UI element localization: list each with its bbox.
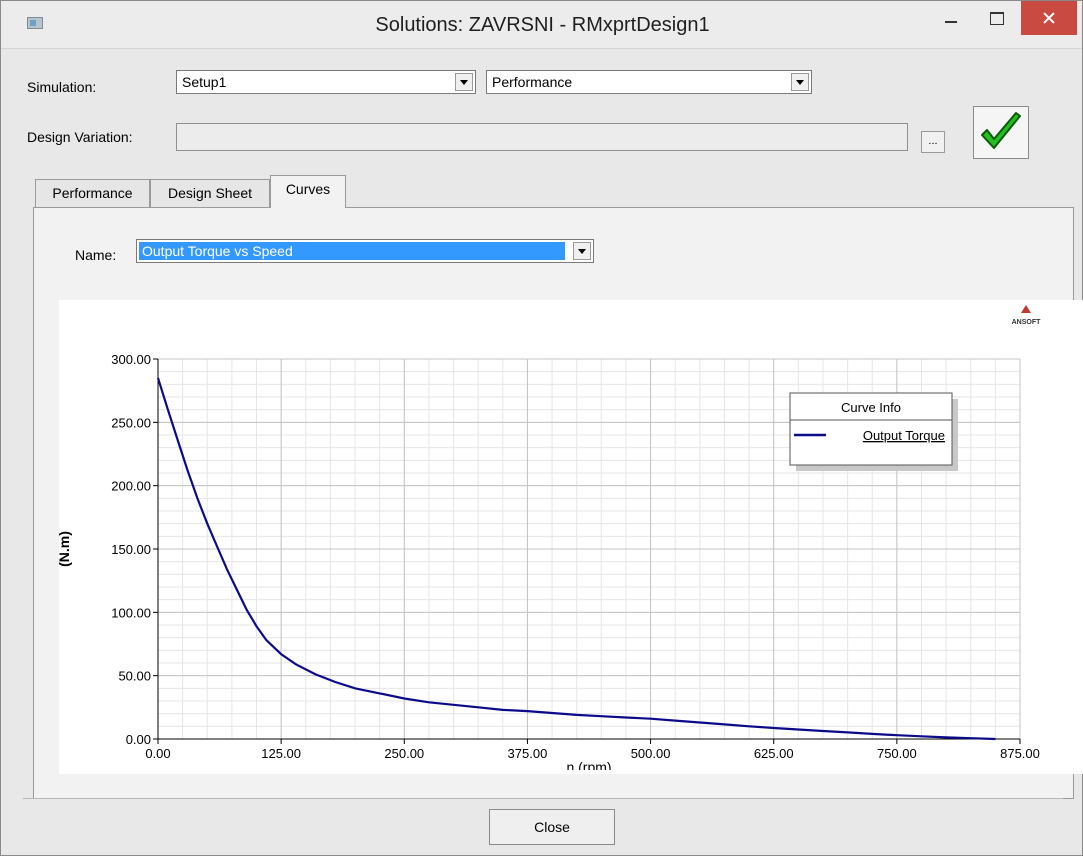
y-tick-label: 300.00 — [111, 352, 151, 367]
tab-curves[interactable]: Curves — [270, 175, 346, 208]
curve-name-label: Name: — [75, 247, 116, 263]
x-tick-label: 875.00 — [1000, 746, 1040, 761]
footer-divider — [23, 798, 1063, 799]
y-tick-label: 200.00 — [111, 479, 151, 494]
close-button[interactable]: Close — [489, 809, 615, 845]
y-tick-label: 0.00 — [126, 732, 151, 747]
y-tick-label: 150.00 — [111, 542, 151, 557]
tab-design-sheet[interactable]: Design Sheet — [150, 179, 270, 207]
apply-button[interactable] — [973, 106, 1029, 159]
x-tick-label: 250.00 — [384, 746, 424, 761]
chevron-down-icon[interactable] — [791, 73, 809, 91]
torque-speed-chart: 0.00 125.00 250.00 375.00 500.00 625.00 750.00… — [59, 300, 1079, 770]
ansoft-logo-icon — [1021, 305, 1031, 313]
x-tick-label: 750.00 — [877, 746, 917, 761]
y-tick-label: 50.00 — [118, 669, 151, 684]
simulation-label: Simulation: — [27, 79, 96, 95]
ansoft-logo-text: ANSOFT — [1012, 319, 1042, 326]
legend-entry: Output Torque — [863, 428, 945, 443]
curve-name-select-value: Output Torque vs Speed — [139, 242, 565, 260]
design-variation-browse-button[interactable]: ... — [921, 131, 945, 153]
tab-performance[interactable]: Performance — [35, 179, 150, 207]
x-axis-label: n (rpm) — [566, 759, 611, 770]
y-axis-label: (N.m) — [59, 531, 72, 567]
x-tick-label: 625.00 — [754, 746, 794, 761]
legend-title: Curve Info — [841, 400, 901, 415]
design-variation-label: Design Variation: — [27, 129, 133, 145]
x-tick-label: 0.00 — [145, 746, 170, 761]
y-tick-label: 100.00 — [111, 605, 151, 620]
y-tick-label: 250.00 — [111, 415, 151, 430]
design-variation-field — [176, 123, 908, 151]
solution-type-select-value: Performance — [492, 74, 572, 90]
simulation-select-value: Setup1 — [182, 74, 226, 90]
x-tick-label: 500.00 — [631, 746, 671, 761]
x-tick-label: 125.00 — [261, 746, 301, 761]
solution-type-select[interactable]: Performance — [486, 70, 812, 94]
curve-plot: 0.00 125.00 250.00 375.00 500.00 625.00 750.00… — [59, 300, 1083, 774]
title-bar: Solutions: ZAVRSNI - RMxprtDesign1 — [1, 1, 1082, 49]
checkmark-icon — [974, 107, 1028, 158]
x-tick-label: 375.00 — [508, 746, 548, 761]
minimize-button[interactable] — [927, 1, 975, 35]
simulation-select[interactable]: Setup1 — [176, 70, 476, 94]
maximize-button[interactable] — [975, 1, 1021, 35]
window-title: Solutions: ZAVRSNI - RMxprtDesign1 — [1, 14, 1083, 37]
close-window-button[interactable] — [1021, 1, 1077, 35]
chevron-down-icon[interactable] — [455, 73, 473, 91]
curve-name-select[interactable]: Output Torque vs Speed — [136, 239, 594, 263]
chevron-down-icon[interactable] — [573, 242, 591, 260]
